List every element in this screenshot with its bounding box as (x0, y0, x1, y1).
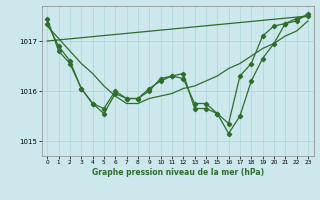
X-axis label: Graphe pression niveau de la mer (hPa): Graphe pression niveau de la mer (hPa) (92, 168, 264, 177)
